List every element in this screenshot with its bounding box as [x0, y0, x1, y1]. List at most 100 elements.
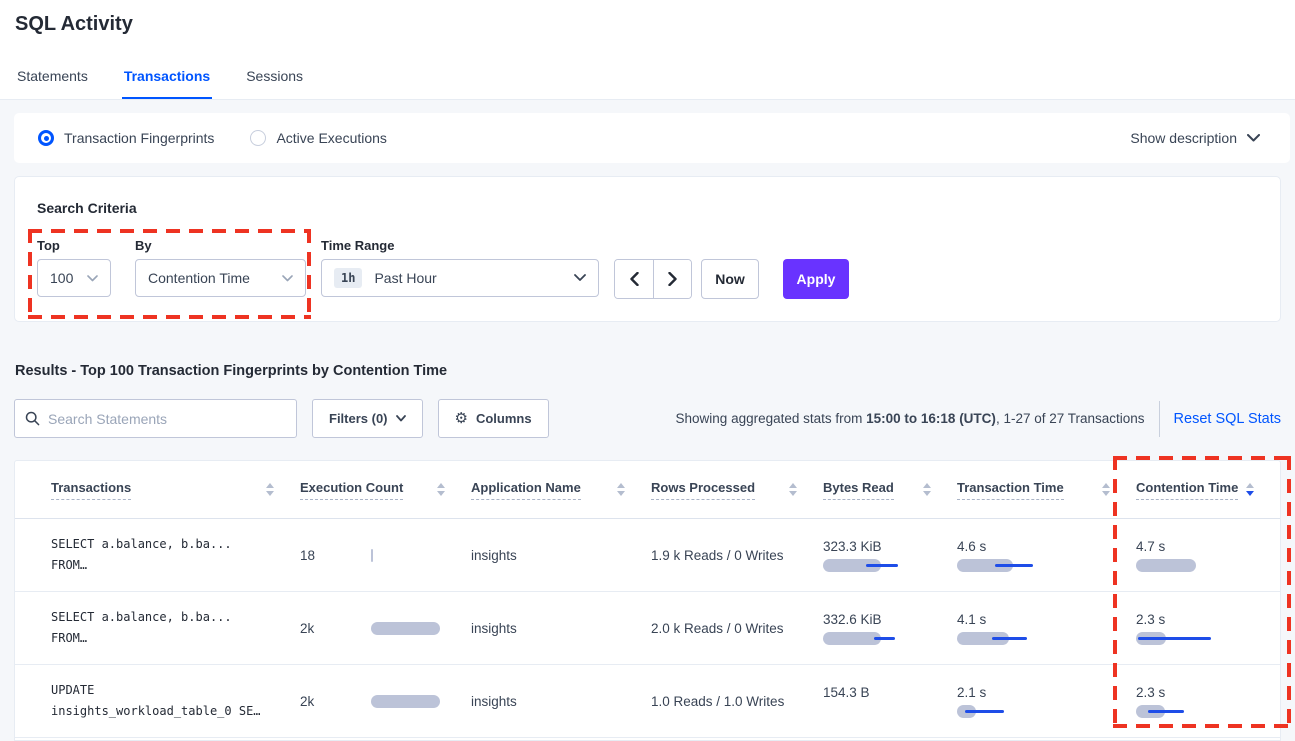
column-label[interactable]: Application Name	[471, 480, 581, 500]
transaction-time-bar	[957, 631, 1136, 645]
execution-count-bar	[371, 548, 471, 562]
radio-label: Active Executions	[276, 130, 387, 146]
gear-icon: ⚙	[454, 410, 468, 427]
search-statements-input[interactable]	[48, 410, 286, 427]
show-description-label: Show description	[1130, 130, 1237, 146]
application-name-value: insights	[471, 620, 517, 636]
transaction-query-link[interactable]: SELECT a.balance, b.ba... FROM…	[51, 607, 300, 649]
time-range-nav-group	[614, 259, 692, 299]
columns-button[interactable]: ⚙ Columns	[437, 399, 549, 438]
toolbar-divider	[1158, 400, 1160, 437]
bytes-read-bar	[823, 558, 957, 572]
transaction-query-link[interactable]: UPDATE insights_workload_table_0 SE…	[51, 680, 300, 722]
bytes-read-bar	[823, 705, 957, 718]
columns-button-label: Columns	[475, 411, 532, 426]
transaction-time-value: 4.6 s	[957, 538, 987, 554]
column-label[interactable]: Transaction Time	[957, 480, 1064, 500]
column-label[interactable]: Bytes Read	[823, 480, 894, 500]
sort-icon[interactable]	[617, 483, 625, 496]
search-criteria-heading: Search Criteria	[37, 200, 137, 216]
reset-sql-stats-link[interactable]: Reset SQL Stats	[1173, 410, 1281, 427]
contention-time-bar	[1136, 558, 1280, 572]
time-range-value: Past Hour	[374, 270, 437, 286]
tab-transactions[interactable]: Transactions	[121, 58, 213, 99]
chevron-left-icon	[629, 272, 639, 286]
query-line2: FROM…	[51, 631, 88, 645]
time-range-select[interactable]: 1h Past Hour	[321, 259, 599, 297]
transaction-time-bar	[957, 704, 1136, 718]
by-select-value: Contention Time	[148, 270, 250, 286]
table-row[interactable]: SELECT a.balance, b.ba... FROM… 2k insig…	[15, 592, 1280, 665]
filters-button-label: Filters (0)	[329, 411, 388, 426]
transactions-table: Transactions Execution Count Application…	[14, 460, 1281, 741]
top-label: Top	[37, 238, 60, 253]
sort-icon[interactable]	[789, 483, 797, 496]
column-header-rows-processed[interactable]: Rows Processed	[651, 480, 823, 500]
stats-period: 15:00 to 16:18 (UTC)	[866, 411, 996, 426]
stats-suffix: , 1-27 of 27 Transactions	[995, 411, 1145, 426]
contention-time-value: 2.3 s	[1136, 611, 1166, 627]
contention-time-value: 4.7 s	[1136, 538, 1166, 554]
table-row[interactable]: UPDATE insights_workload_table_0 SE… 2k …	[15, 665, 1280, 738]
tab-statements[interactable]: Statements	[17, 68, 88, 84]
time-range-label: Time Range	[321, 238, 395, 253]
column-header-contention-time[interactable]: Contention Time	[1136, 480, 1280, 500]
query-line1: UPDATE	[51, 683, 95, 697]
table-header-row: Transactions Execution Count Application…	[15, 461, 1280, 519]
execution-count-value: 2k	[300, 620, 315, 636]
column-label[interactable]: Contention Time	[1136, 480, 1239, 500]
transaction-time-value: 4.1 s	[957, 611, 987, 627]
radio-selected-icon[interactable]	[38, 130, 54, 146]
search-criteria-panel: Search Criteria Top 100 By Contention Ti…	[14, 176, 1281, 322]
results-heading: Results - Top 100 Transaction Fingerprin…	[15, 363, 448, 379]
filters-button[interactable]: Filters (0)	[312, 399, 423, 438]
by-select[interactable]: Contention Time	[135, 259, 306, 297]
tab-bar: Statements Transactions Sessions	[15, 58, 305, 99]
column-label[interactable]: Execution Count	[300, 480, 404, 500]
sort-icon-active-desc[interactable]	[1246, 483, 1254, 496]
sort-icon[interactable]	[1102, 483, 1110, 496]
aggregated-stats-text: Showing aggregated stats from 15:00 to 1…	[676, 411, 1145, 426]
rows-processed-value: 1.0 Reads / 1.0 Writes	[651, 693, 785, 709]
top-bar: SQL Activity Statements Transactions Ses…	[0, 0, 1295, 100]
search-statements-box[interactable]	[14, 399, 297, 438]
column-header-transactions[interactable]: Transactions	[51, 480, 300, 500]
query-line2: FROM…	[51, 558, 88, 572]
view-toggle-bar: Transaction Fingerprints Active Executio…	[14, 113, 1290, 163]
column-label[interactable]: Rows Processed	[651, 480, 756, 500]
results-toolbar: Filters (0) ⚙ Columns Showing aggregated…	[14, 399, 1281, 438]
by-label: By	[135, 238, 152, 253]
tab-sessions[interactable]: Sessions	[246, 68, 304, 84]
query-line1: SELECT a.balance, b.ba...	[51, 537, 232, 551]
query-line2: insights_workload_table_0 SE…	[51, 704, 261, 718]
sort-icon[interactable]	[923, 483, 931, 496]
column-label[interactable]: Transactions	[51, 480, 132, 500]
next-time-button[interactable]	[653, 260, 691, 298]
bytes-read-value: 154.3 B	[823, 684, 870, 700]
stats-prefix: Showing aggregated stats from	[675, 411, 867, 426]
radio-unselected-icon[interactable]	[250, 130, 267, 146]
sort-icon[interactable]	[437, 483, 445, 496]
application-name-value: insights	[471, 693, 517, 709]
column-header-application-name[interactable]: Application Name	[471, 480, 651, 500]
contention-time-bar	[1136, 704, 1280, 718]
contention-time-value: 2.3 s	[1136, 684, 1166, 700]
execution-count-value: 18	[300, 547, 316, 563]
radio-transaction-fingerprints[interactable]: Transaction Fingerprints	[38, 130, 214, 146]
table-row[interactable]: SELECT a.balance, b.ba... FROM… 18 insig…	[15, 519, 1280, 592]
apply-button[interactable]: Apply	[783, 259, 849, 299]
radio-active-executions[interactable]: Active Executions	[250, 130, 387, 146]
time-range-badge: 1h	[334, 268, 363, 288]
sort-icon[interactable]	[266, 483, 274, 496]
transaction-query-link[interactable]: SELECT a.balance, b.ba... FROM…	[51, 534, 300, 576]
column-header-bytes-read[interactable]: Bytes Read	[823, 480, 957, 500]
top-select-value: 100	[50, 270, 74, 286]
show-description-toggle[interactable]: Show description	[1130, 130, 1260, 146]
contention-time-bar	[1136, 631, 1280, 645]
column-header-execution-count[interactable]: Execution Count	[300, 480, 471, 500]
column-header-transaction-time[interactable]: Transaction Time	[957, 480, 1136, 500]
top-select[interactable]: 100	[37, 259, 111, 297]
now-button[interactable]: Now	[701, 259, 759, 299]
previous-time-button[interactable]	[615, 260, 653, 298]
chevron-down-icon	[395, 415, 406, 422]
